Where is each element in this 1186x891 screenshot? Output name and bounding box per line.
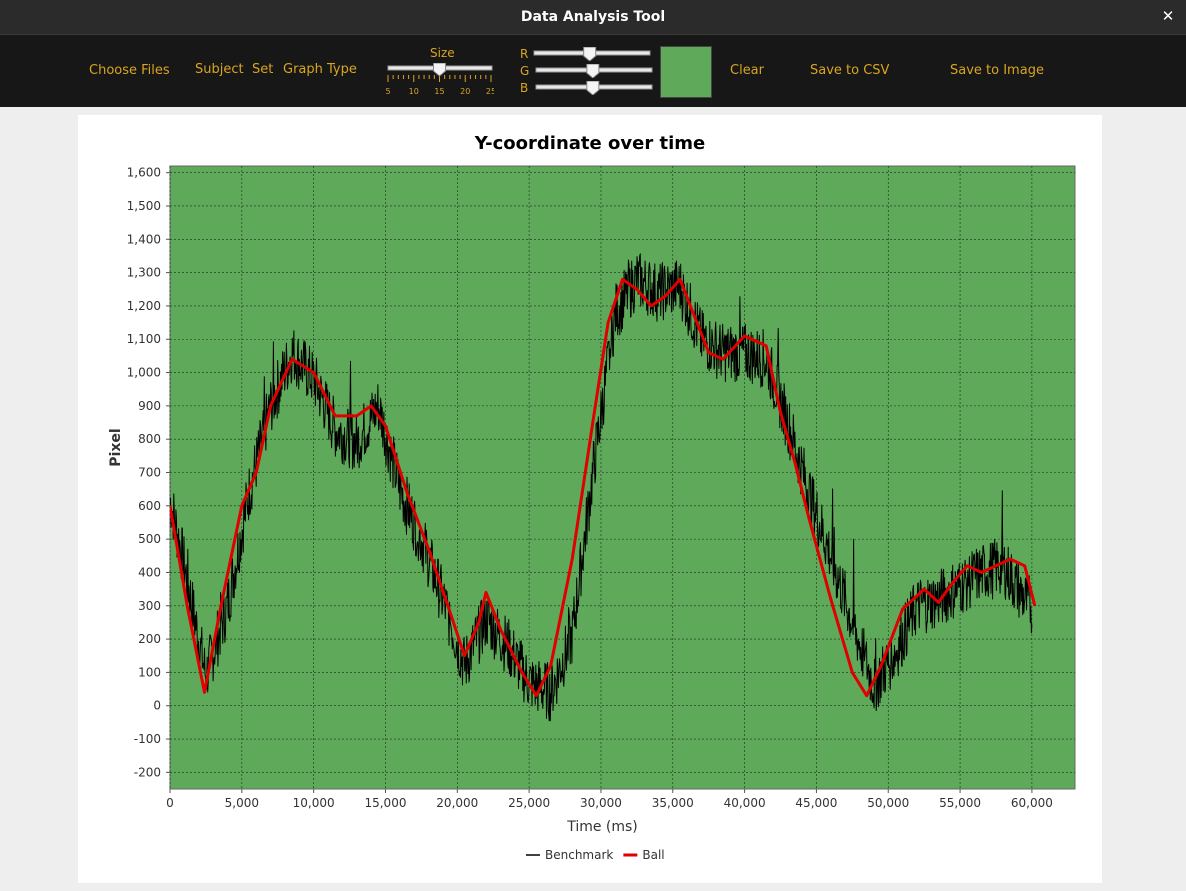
title-bar: Data Analysis Tool ✕ — [0, 0, 1186, 35]
x-tick-label: 45,000 — [795, 796, 837, 810]
subject-button[interactable]: Subject — [195, 62, 244, 77]
series-line-ball — [170, 277, 1037, 698]
y-tick-label: 900 — [138, 399, 161, 413]
set-button[interactable]: Set — [252, 62, 274, 77]
slider-thumb[interactable] — [586, 64, 600, 78]
y-axis-label: Pixel — [108, 428, 124, 466]
slider-thumb[interactable] — [433, 63, 446, 77]
y-tick-label: 400 — [138, 565, 161, 579]
chart-panel: Y-coordinate over time 0 5,000 10,000 15,00… — [78, 115, 1102, 883]
x-tick-label: 60,000 — [1011, 796, 1053, 810]
graph-type-button[interactable]: Graph Type — [283, 62, 357, 77]
slider-tick-label: 25 — [486, 87, 494, 96]
slider-tick-label: 20 — [460, 87, 470, 96]
x-tick-label: 25,000 — [508, 796, 550, 810]
y-tick-label: 100 — [138, 665, 161, 679]
slider-thumb[interactable] — [586, 81, 600, 95]
y-tick-label: 200 — [138, 632, 161, 646]
slider-tick-label: 15 — [434, 87, 444, 96]
x-tick-label: 55,000 — [939, 796, 981, 810]
g-label: G — [520, 64, 530, 78]
y-tick-label: 300 — [138, 599, 161, 613]
x-axis-label: Time (ms) — [566, 819, 638, 835]
choose-files-button[interactable]: Choose Files — [89, 63, 170, 78]
x-tick-label: 35,000 — [652, 796, 694, 810]
y-tick-label: 700 — [138, 466, 161, 480]
x-tick-label: 5,000 — [225, 796, 259, 810]
clear-button[interactable]: Clear — [730, 63, 764, 78]
y-tick-label: 1,000 — [127, 366, 161, 380]
y-tick-label: 1,400 — [127, 232, 161, 246]
y-tick-label: 1,300 — [127, 266, 161, 280]
toolbar: Choose Files Subject Set Graph Type Size… — [0, 35, 1186, 107]
y-tick-label: 1,500 — [127, 199, 161, 213]
plot-area — [169, 165, 1076, 790]
legend-label: Benchmark — [545, 848, 613, 862]
series-line-benchmark — [170, 253, 1033, 722]
x-tick-label: 0 — [166, 796, 174, 810]
window-title: Data Analysis Tool — [520, 9, 666, 25]
color-swatch — [660, 46, 712, 98]
size-label: Size — [430, 46, 455, 60]
y-tick-label: 1,100 — [127, 332, 161, 346]
b-slider[interactable] — [534, 81, 656, 95]
y-tick-label: 800 — [138, 432, 161, 446]
legend-label: Ball — [642, 848, 664, 862]
y-tick-label: 0 — [153, 699, 161, 713]
x-tick-label: 20,000 — [436, 796, 478, 810]
save-csv-button[interactable]: Save to CSV — [810, 63, 890, 78]
x-tick-label: 10,000 — [293, 796, 335, 810]
r-slider[interactable] — [532, 47, 654, 61]
y-tick-label: -100 — [134, 732, 161, 746]
y-tick-label: 600 — [138, 499, 161, 513]
slider-tick-label: 5 — [386, 87, 391, 96]
slider-thumb[interactable] — [583, 47, 597, 61]
y-tick-label: 1,600 — [127, 166, 161, 180]
x-tick-label: 15,000 — [364, 796, 406, 810]
x-tick-label: 50,000 — [867, 796, 909, 810]
y-tick-label: 500 — [138, 532, 161, 546]
r-label: R — [520, 47, 529, 61]
g-slider[interactable] — [534, 64, 656, 78]
y-tick-label: 1,200 — [127, 299, 161, 313]
line-chart: 0 5,000 10,000 15,000 20,000 25,000 30,000 35,0… — [108, 165, 1076, 862]
close-icon[interactable]: ✕ — [1161, 7, 1175, 25]
slider-tick-label: 10 — [409, 87, 419, 96]
save-image-button[interactable]: Save to Image — [950, 63, 1044, 78]
x-tick-label: 30,000 — [580, 796, 622, 810]
y-tick-label: -200 — [134, 765, 161, 779]
x-tick-label: 40,000 — [724, 796, 766, 810]
size-slider[interactable]: 5 10 15 20 25 — [386, 63, 494, 97]
b-label: B — [520, 81, 529, 95]
chart-title: Y-coordinate over time — [474, 133, 706, 154]
